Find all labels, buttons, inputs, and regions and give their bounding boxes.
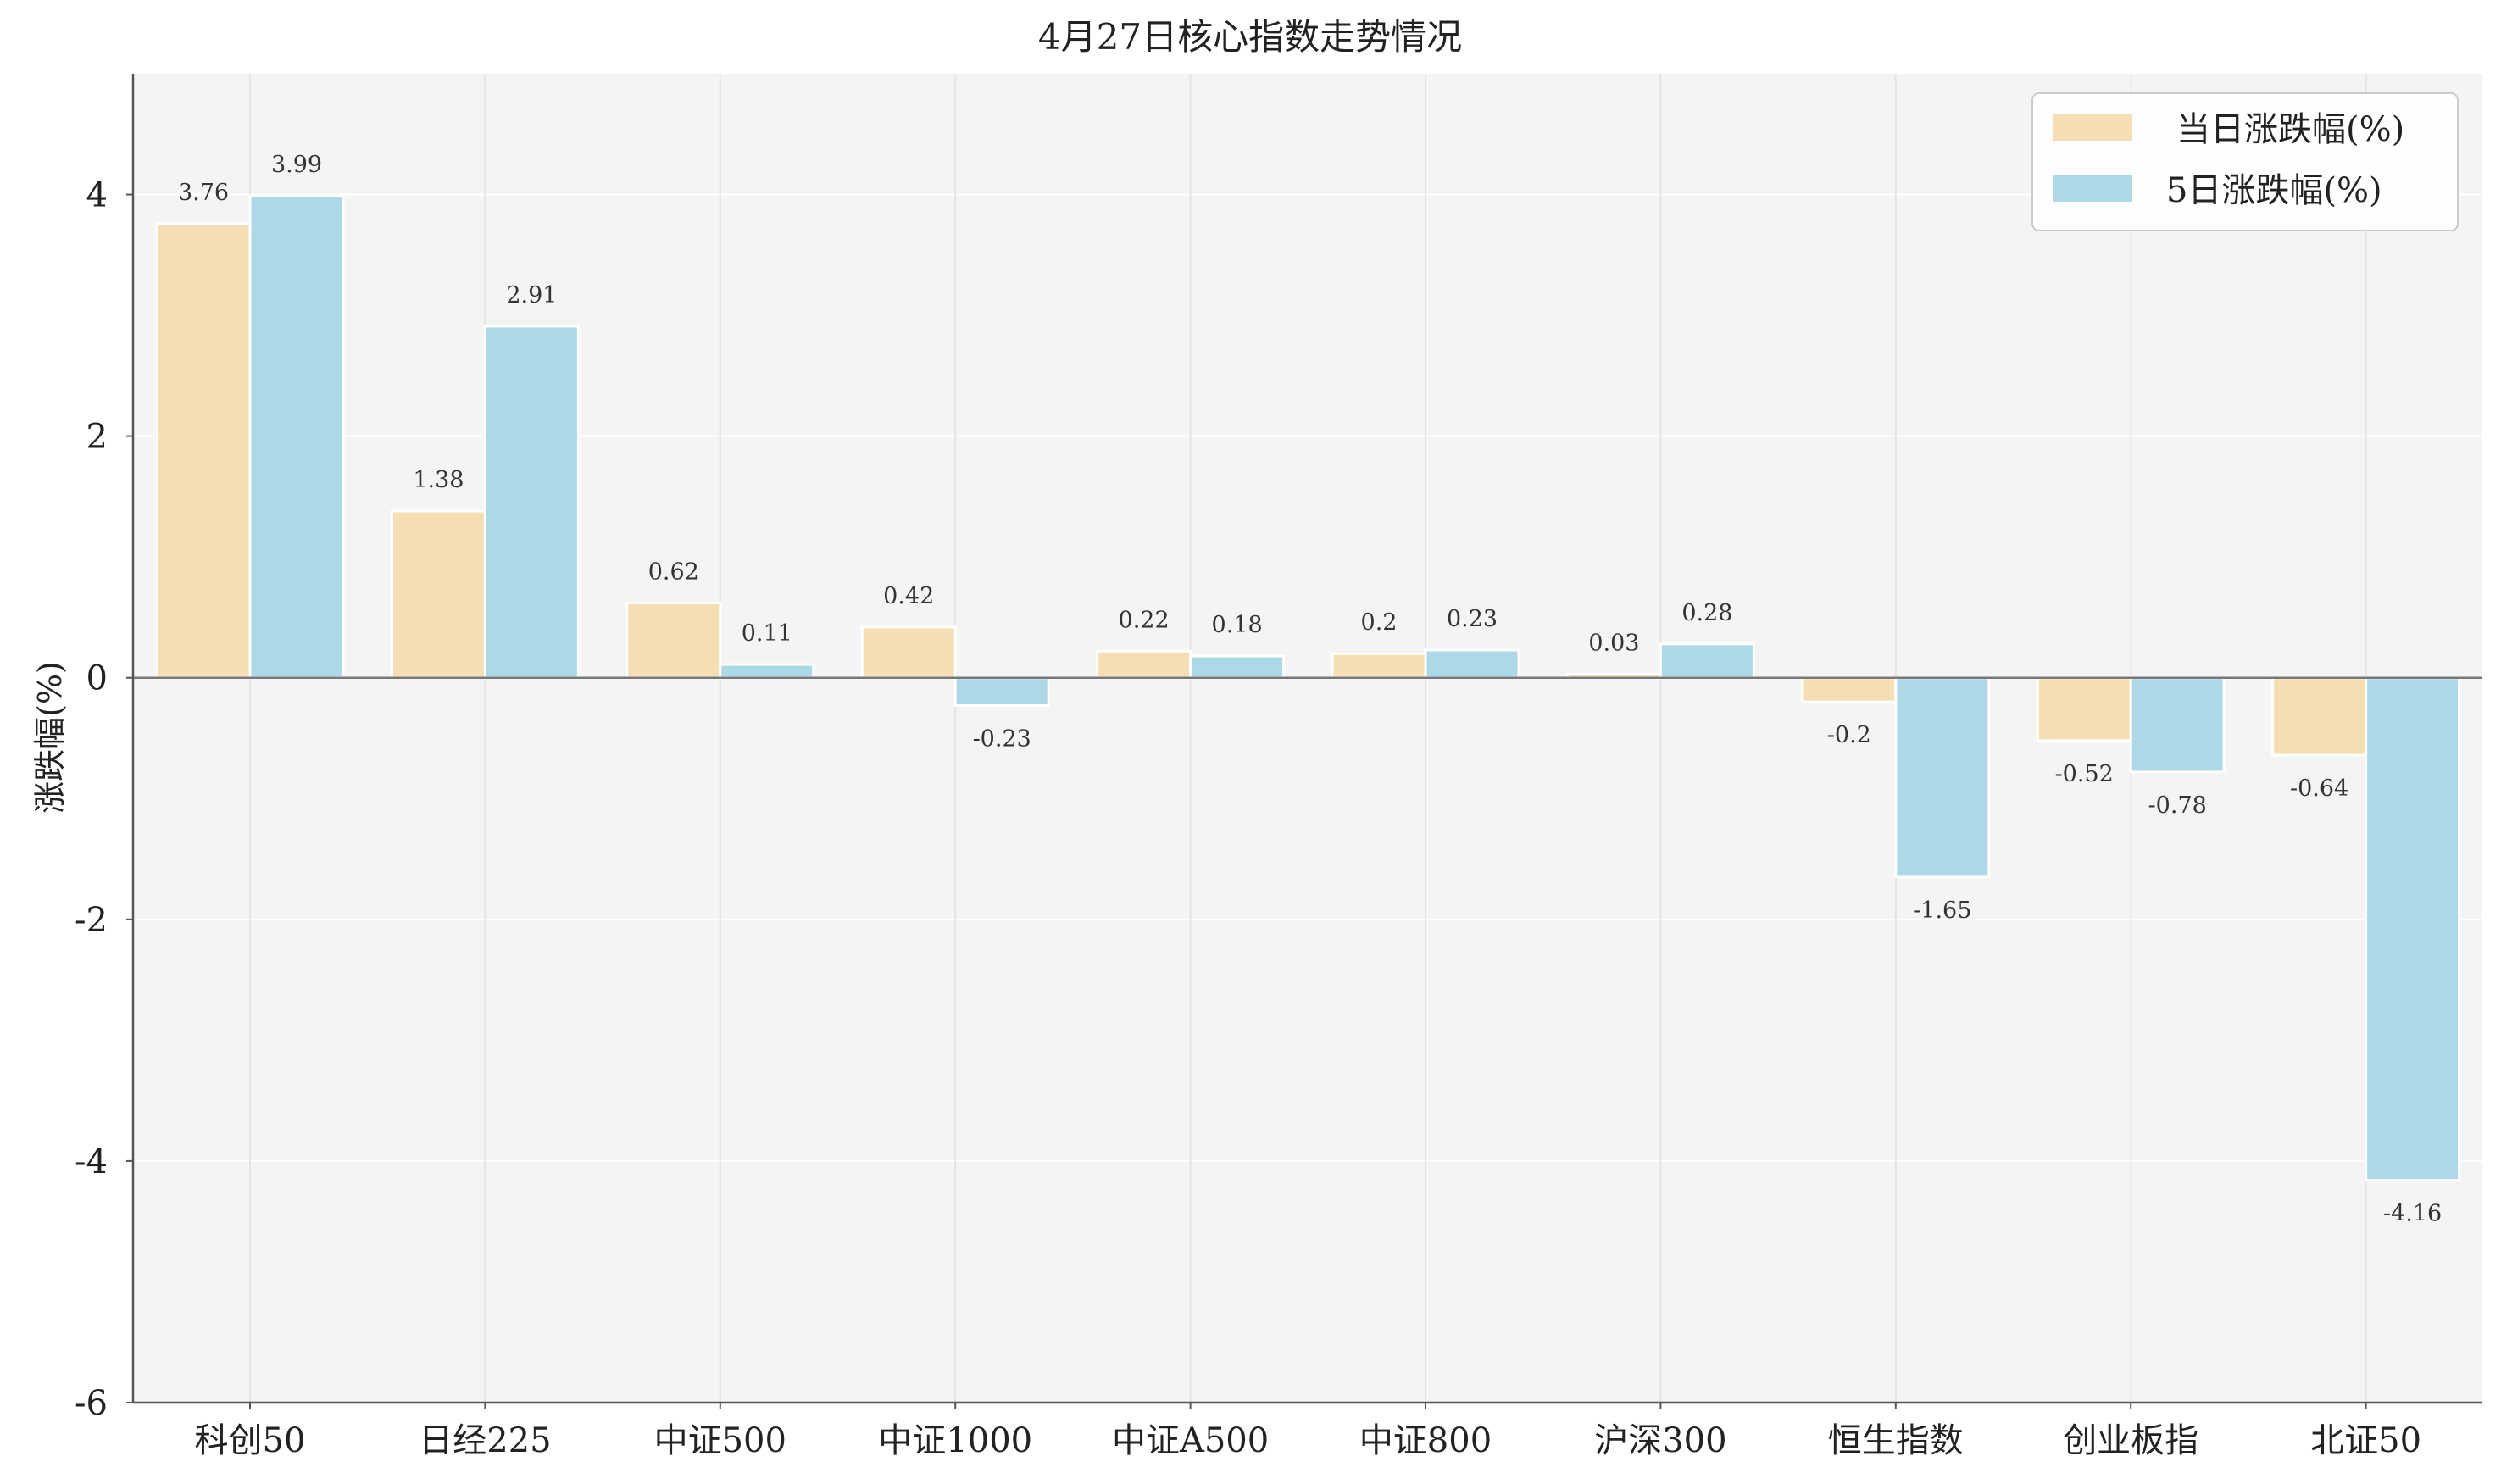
bar-value-label: 1.38: [413, 467, 464, 493]
axes: [126, 74, 2482, 1409]
bar: [1894, 676, 1991, 879]
bar-value-label: 0.28: [1681, 600, 1732, 626]
y-tick-labels: 4 2 0 -2 -4 -6: [75, 176, 108, 1423]
bar: [1096, 649, 1192, 680]
legend-box: [2031, 92, 2459, 231]
x-tick-label: 日经225: [419, 1421, 551, 1460]
bar: [719, 663, 815, 680]
bar: [2129, 676, 2226, 774]
legend-swatch-daily: [2053, 114, 2132, 141]
x-tick-label: 恒生指数: [1828, 1421, 1964, 1460]
y-axis-label: 涨跌幅(%): [31, 661, 69, 814]
y-tick-label: -4: [75, 1142, 108, 1181]
x-tick-label: 中证800: [1359, 1421, 1492, 1460]
bar-value-label: 0.62: [648, 559, 699, 585]
x-tick-labels: 科创50 日经225 中证500 中证1000 中证A500 中证800 沪深300 恒生指数…: [195, 1421, 2422, 1460]
bar: [625, 601, 722, 680]
bar-value-label: -0.64: [2290, 775, 2348, 802]
bar: [1189, 654, 1286, 680]
y-tick-label: 0: [86, 659, 108, 698]
chart-title: 4月27日核心指数走势情况: [1038, 16, 1462, 58]
bar-value-label: 0.42: [883, 583, 934, 609]
bar: [390, 509, 486, 680]
x-tick-label: 沪深300: [1594, 1421, 1726, 1460]
bar-value-label: -4.16: [2383, 1201, 2442, 1227]
legend-swatch-5day: [2053, 175, 2132, 202]
bar: [155, 222, 252, 680]
bar: [248, 194, 345, 680]
bars: [155, 194, 2461, 1182]
bar-value-label: 0.2: [1361, 609, 1398, 636]
bar: [483, 325, 580, 680]
y-tick-label: -6: [75, 1384, 108, 1423]
legend-label-daily: 当日涨跌幅(%): [2176, 110, 2404, 149]
bar: [2036, 676, 2132, 742]
bar-value-label: -0.52: [2055, 761, 2114, 787]
bar-value-labels: 3.76 1.38 0.62 0.42 0.22 0.2 0.03 -0.2 -0.52 -0.6…: [178, 152, 2442, 1227]
x-tick-label: 创业板指: [2063, 1421, 2198, 1460]
bar: [2365, 676, 2461, 1182]
bar-value-label: 2.91: [506, 282, 557, 308]
bar-value-label: 0.03: [1588, 630, 1639, 656]
bar-value-label: 0.11: [742, 620, 792, 647]
bar: [1801, 676, 1898, 703]
y-tick-label: 2: [86, 418, 108, 457]
bar: [953, 676, 1050, 708]
bar-value-label: 0.23: [1447, 606, 1498, 632]
bar-value-label: 3.76: [178, 180, 229, 206]
bar: [1659, 642, 1755, 680]
bar: [1331, 652, 1427, 680]
x-tick-label: 中证1000: [878, 1421, 1032, 1460]
bar-value-label: 0.22: [1119, 607, 1170, 633]
y-tick-label: 4: [86, 176, 108, 215]
bar-value-label: -0.78: [2148, 792, 2207, 819]
x-tick-label: 北证50: [2310, 1421, 2421, 1460]
bar: [2271, 676, 2368, 757]
bar-value-label: -1.65: [1913, 898, 1971, 924]
legend-label-5day: 5日涨跌幅(%): [2166, 171, 2382, 210]
bar-value-label: -0.23: [973, 726, 1031, 753]
legend: 当日涨跌幅(%) 5日涨跌幅(%): [2031, 92, 2459, 231]
bar-value-label: 0.18: [1212, 612, 1263, 638]
y-tick-label: -2: [75, 901, 108, 940]
bar: [860, 625, 957, 680]
x-tick-label: 中证500: [654, 1421, 786, 1460]
bar: [1424, 648, 1520, 680]
bar-value-label: -0.2: [1827, 722, 1871, 748]
bar-value-label: 3.99: [271, 152, 322, 178]
x-tick-label: 科创50: [195, 1421, 306, 1460]
x-tick-label: 中证A500: [1112, 1421, 1269, 1460]
